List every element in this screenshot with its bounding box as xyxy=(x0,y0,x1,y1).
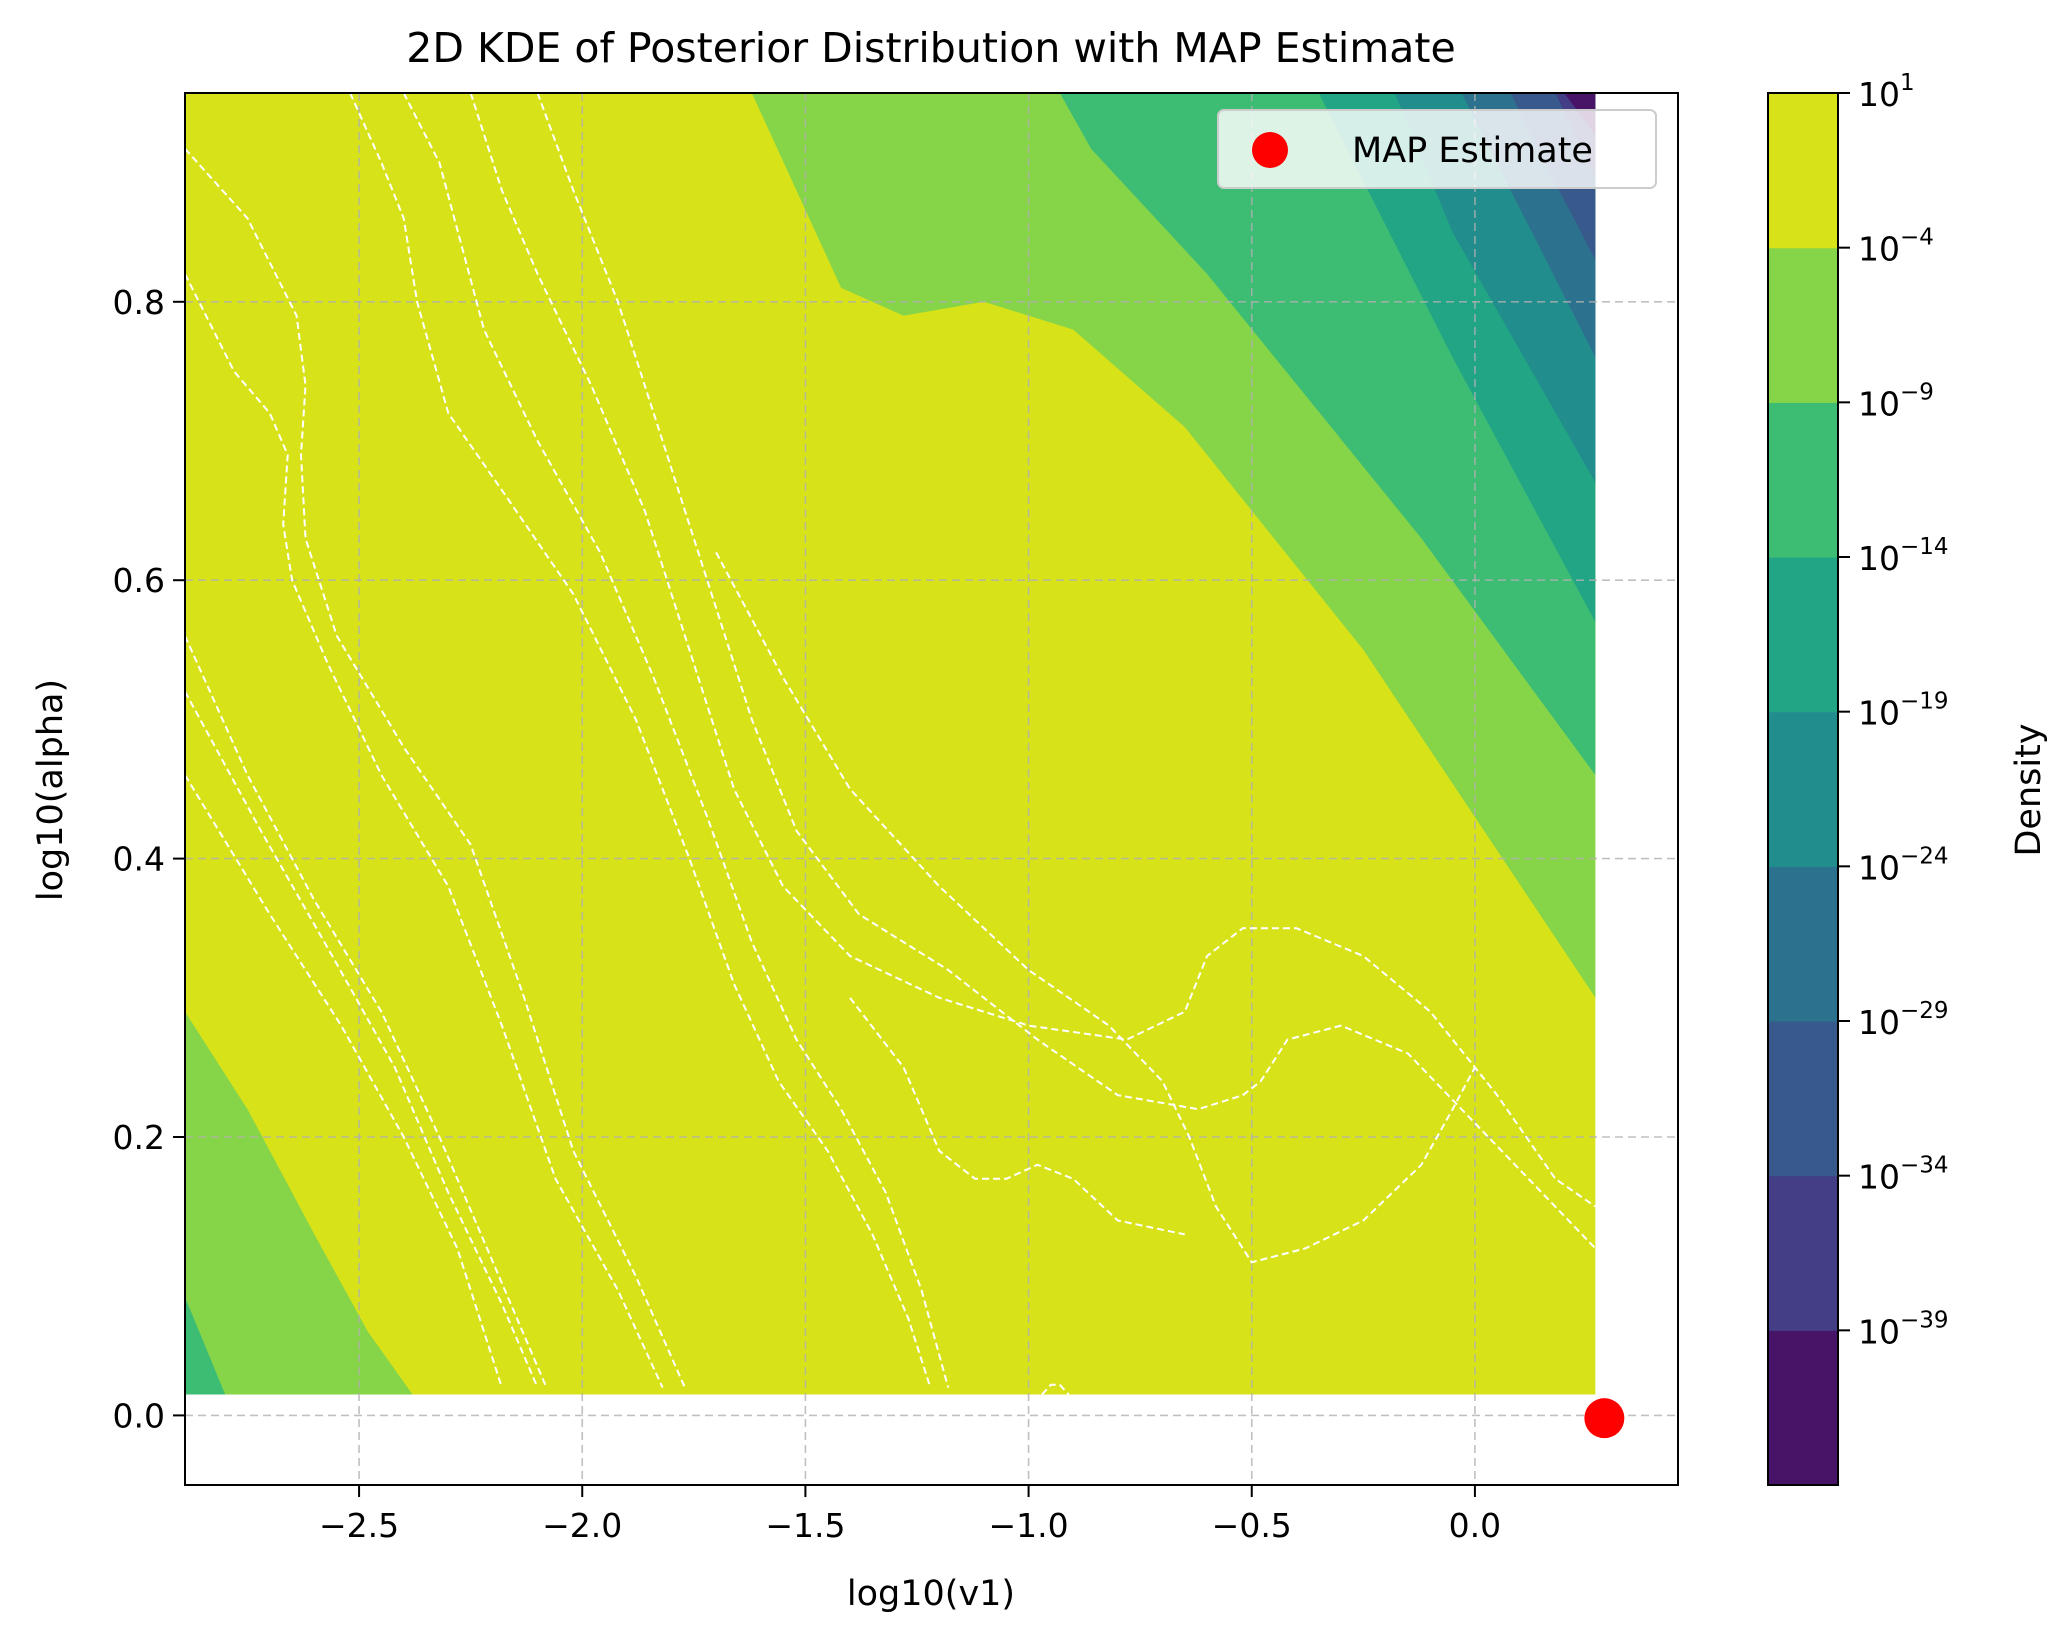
contour-line-2 xyxy=(185,635,548,1388)
legend-label-map-estimate: MAP Estimate xyxy=(1352,131,1593,171)
map-estimate-marker xyxy=(1584,1398,1625,1439)
colorbar-segment-4 xyxy=(1768,711,1838,867)
x-tick-label-3: −1.0 xyxy=(989,1506,1069,1545)
colorbar-segment-8 xyxy=(1768,93,1838,249)
colorbar-tick-label-5: 10−24 xyxy=(1858,843,1949,887)
contour-line-0 xyxy=(185,148,686,1389)
density-contour-lines xyxy=(185,93,1596,1395)
contour-line-5 xyxy=(349,93,932,1388)
x-axis-ticks: −2.5 −2.0 −1.5 −1.0 −0.5 0.0 xyxy=(319,1485,1501,1545)
colorbar-segment-3 xyxy=(1768,866,1838,1022)
colorbar-segment-2 xyxy=(1768,1021,1838,1177)
legend-box xyxy=(1217,109,1657,189)
y-tick-label-3: 0.6 xyxy=(113,561,165,600)
grid-lines xyxy=(185,93,1678,1485)
contour-line-7 xyxy=(469,93,1596,1208)
colorbar-segment-5 xyxy=(1768,557,1838,713)
colorbar-tick-label-8: 10−39 xyxy=(1858,1307,1949,1351)
x-tick-label-4: −0.5 xyxy=(1212,1506,1292,1545)
contour-line-4 xyxy=(185,774,503,1388)
contour-line-11 xyxy=(1041,1383,1070,1395)
chart-title: 2D KDE of Posterior Distribution with MA… xyxy=(406,24,1455,72)
y-tick-label-2: 0.4 xyxy=(113,840,165,879)
contour-line-10 xyxy=(849,997,1186,1236)
colorbar-tick-label-4: 10−19 xyxy=(1858,689,1949,733)
x-tick-label-1: −2.0 xyxy=(542,1506,622,1545)
colorbar-tick-label-2: 10−9 xyxy=(1858,379,1934,423)
colorbar-tick-label-6: 10−29 xyxy=(1858,998,1949,1042)
contour-line-3 xyxy=(185,691,539,1388)
y-tick-label-1: 0.2 xyxy=(113,1118,165,1157)
plot-area xyxy=(185,93,1678,1485)
colorbar-frame xyxy=(1767,92,1839,1486)
colorbar-tick-label-7: 10−34 xyxy=(1858,1153,1949,1197)
colorbar-label: Density xyxy=(2009,723,2049,856)
y-axis-ticks: 0.0 0.2 0.4 0.6 0.8 xyxy=(113,283,185,1435)
y-tick-label-4: 0.8 xyxy=(113,283,165,322)
colorbar-tick-label-0: 101 xyxy=(1858,70,1915,114)
contour-line-1 xyxy=(185,273,664,1389)
contour-line-8 xyxy=(536,93,1596,1250)
x-tick-label-2: −1.5 xyxy=(765,1506,845,1545)
colorbar-tick-label-3: 10−14 xyxy=(1858,534,1949,578)
y-axis-label: log10(alpha) xyxy=(31,679,71,901)
x-axis-label: log10(v1) xyxy=(847,1574,1015,1614)
contour-line-6 xyxy=(402,93,950,1388)
colorbar: 101 10−4 10−9 10−14 10−19 10−24 10−29 10−34 10−3… xyxy=(1767,70,1949,1486)
x-tick-label-5: 0.0 xyxy=(1449,1506,1501,1545)
density-fills xyxy=(185,93,1596,1395)
density-band-9 xyxy=(185,1297,226,1395)
y-tick-label-0: 0.0 xyxy=(113,1396,165,1435)
colorbar-segment-1 xyxy=(1768,1175,1838,1331)
x-tick-label-0: −2.5 xyxy=(319,1506,399,1545)
plot-frame xyxy=(184,92,1679,1486)
legend-map-marker xyxy=(1252,132,1288,168)
colorbar-segment-7 xyxy=(1768,247,1838,403)
contour-line-9 xyxy=(715,551,1476,1264)
colorbar-segment-0 xyxy=(1768,1330,1838,1486)
colorbar-tick-label-1: 10−4 xyxy=(1858,225,1934,269)
legend: MAP Estimate xyxy=(1217,109,1657,189)
density-band-8 xyxy=(185,1011,413,1395)
colorbar-segment-6 xyxy=(1768,402,1838,558)
